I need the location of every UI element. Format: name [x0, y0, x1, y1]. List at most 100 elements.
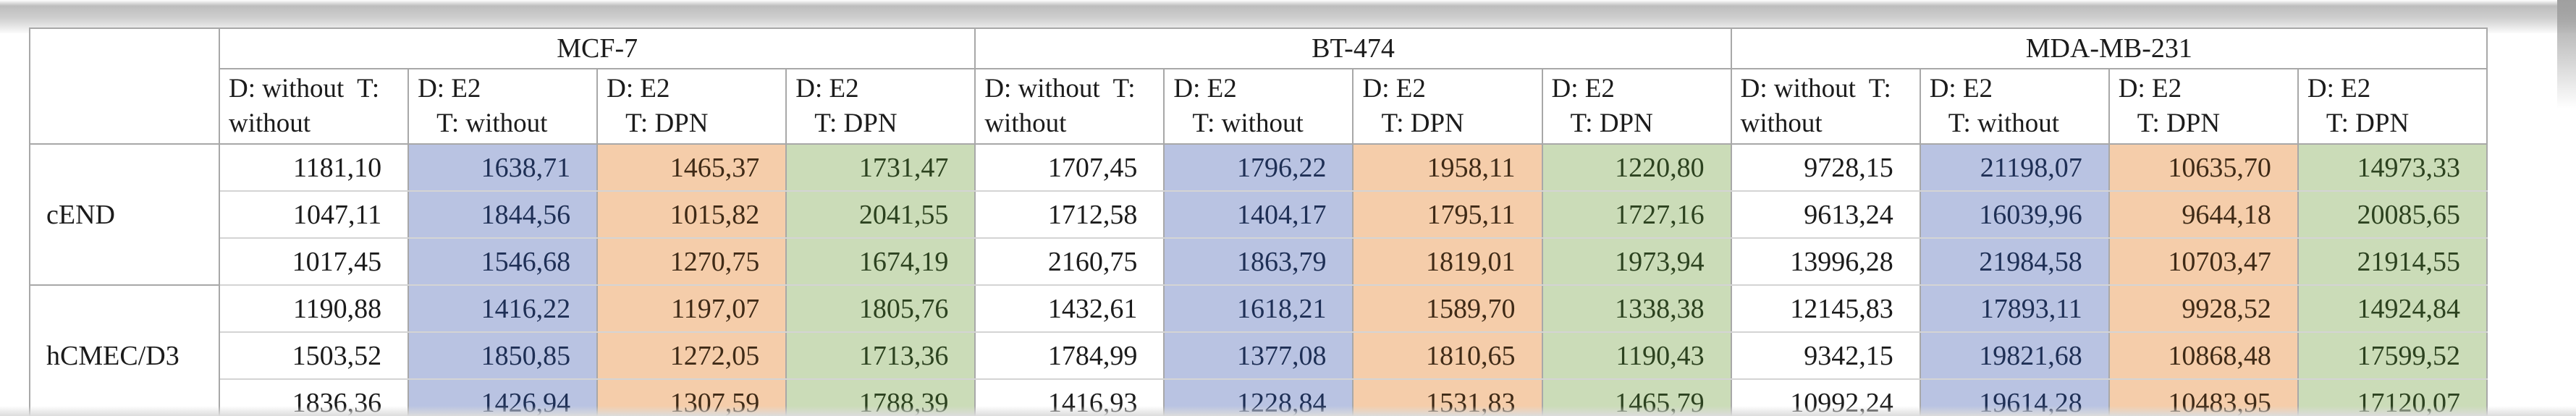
data-cell: 19821,68: [1919, 331, 2110, 380]
data-cell: 16039,96: [1919, 190, 2110, 239]
data-cell: 1727,16: [1541, 190, 1732, 239]
data-cell: 1197,07: [596, 284, 787, 333]
sub-header-line2: T: DPN: [625, 109, 709, 138]
sub-header-cell: D: E2 T: without: [1163, 68, 1354, 145]
data-cell: 1795,11: [1352, 190, 1543, 239]
page-bottom-shade: [0, 406, 2576, 416]
data-cell: 20085,65: [2297, 190, 2488, 239]
data-cell: 1850,85: [407, 331, 599, 380]
data-cell: 1017,45: [218, 237, 410, 286]
sub-header-line1: D: E2: [1362, 74, 1426, 103]
data-cell: 1844,56: [407, 190, 599, 239]
sub-header-line2: without: [1740, 109, 1823, 138]
sub-header-cell: D: E2 T: DPN: [2297, 68, 2488, 145]
sub-header-cell: D: E2 T: DPN: [1541, 68, 1732, 145]
group-header-mcf-7: MCF-7: [218, 27, 976, 69]
data-cell: 1863,79: [1163, 237, 1354, 286]
data-cell: 1181,10: [218, 143, 410, 192]
results-table: MCF-7 BT-474 MDA-MB-231 D: without T: withou…: [29, 27, 2488, 416]
data-cell: 9342,15: [1730, 331, 1921, 380]
corner-cell: [29, 27, 220, 145]
data-cell: 2041,55: [785, 190, 976, 239]
data-cell: 21198,07: [1919, 143, 2110, 192]
data-cell: 9928,52: [2108, 284, 2299, 333]
page-corner-shade: [2557, 0, 2576, 109]
sub-header-cell: D: E2 T: DPN: [596, 68, 787, 145]
data-cell: 2160,75: [974, 237, 1165, 286]
group-header-mda-mb-231: MDA-MB-231: [1730, 27, 2488, 69]
sub-header-cell: D: E2 T: DPN: [2108, 68, 2299, 145]
data-cell: 1377,08: [1163, 331, 1354, 380]
table-row: 1017,45 1546,68 1270,75 1674,19 2160,75 1863,…: [30, 237, 2488, 286]
data-cell: 14973,33: [2297, 143, 2488, 192]
data-cell: 1190,43: [1541, 331, 1732, 380]
data-cell: 1465,37: [596, 143, 787, 192]
data-cell: 10703,47: [2108, 237, 2299, 286]
data-cell: 1713,36: [785, 331, 976, 380]
data-cell: 1338,38: [1541, 284, 1732, 333]
data-cell: 1015,82: [596, 190, 787, 239]
data-cell: 1503,52: [218, 331, 410, 380]
data-cell: 10635,70: [2108, 143, 2299, 192]
sub-header-cell: D: without T: without: [218, 68, 410, 145]
table-row: 1503,52 1850,85 1272,05 1713,36 1784,99 1377,…: [30, 331, 2488, 380]
sub-header-line1: D: E2: [2307, 74, 2371, 103]
sub-header-line1: D: E2: [418, 74, 481, 103]
data-cell: 1819,01: [1352, 237, 1543, 286]
data-cell: 1220,80: [1541, 143, 1732, 192]
sub-header-line2: T: without: [436, 109, 548, 138]
sub-header-line2: T: DPN: [1570, 109, 1653, 138]
data-cell: 1416,22: [407, 284, 599, 333]
data-cell: 12145,83: [1730, 284, 1921, 333]
sub-header-line2: without: [229, 109, 311, 138]
data-cell: 1638,71: [407, 143, 599, 192]
table-row: cEND 1181,10 1638,71 1465,37 1731,47 1707,45 1…: [29, 143, 2488, 286]
sub-header-cell: D: E2 T: without: [407, 68, 599, 145]
sub-header-cell: D: without T: without: [1730, 68, 1921, 145]
data-cell: 1272,05: [596, 331, 787, 380]
data-cell: 9728,15: [1730, 143, 1921, 192]
data-cell: 1958,11: [1352, 143, 1543, 192]
sub-header-line1: D: without T:: [984, 74, 1136, 103]
data-cell: 9613,24: [1730, 190, 1921, 239]
table-row: hCMEC/D3 1190,88 1416,22 1197,07 1805,76 1432…: [29, 284, 2488, 416]
data-cell: 10868,48: [2108, 331, 2299, 380]
sub-header-line2: T: DPN: [1381, 109, 1464, 138]
data-cell: 1047,11: [218, 190, 410, 239]
sub-header-line1: D: E2: [2118, 74, 2182, 103]
data-cell: 1270,75: [596, 237, 787, 286]
sub-header-line2: T: without: [1192, 109, 1304, 138]
sub-header-line2: T: DPN: [814, 109, 898, 138]
data-cell: 13996,28: [1730, 237, 1921, 286]
data-cell: 1810,65: [1352, 331, 1543, 380]
data-cell: 1796,22: [1163, 143, 1354, 192]
data-cell: 1707,45: [974, 143, 1165, 192]
sub-header-line2: T: without: [1948, 109, 2060, 138]
data-cell: 1674,19: [785, 237, 976, 286]
sub-header-cell: D: without T: without: [974, 68, 1165, 145]
sub-header-line1: D: without T:: [1740, 74, 1891, 103]
sub-header-cell: D: E2 T: DPN: [1352, 68, 1543, 145]
results-table-body: cEND 1181,10 1638,71 1465,37 1731,47 1707,45 1…: [29, 143, 2488, 416]
data-cell: 1784,99: [974, 331, 1165, 380]
row-group-label-hcmec-d3: hCMEC/D3: [29, 284, 220, 416]
data-cell: 21984,58: [1919, 237, 2110, 286]
sub-header-cell: D: E2 T: DPN: [785, 68, 976, 145]
sub-header-line1: D: E2: [1551, 74, 1615, 103]
data-cell: 1973,94: [1541, 237, 1732, 286]
row-group-label-cend: cEND: [29, 143, 220, 286]
results-table-head: MCF-7 BT-474 MDA-MB-231 D: without T: withou…: [29, 27, 2488, 145]
table-row: 1047,11 1844,56 1015,82 2041,55 1712,58 1404,…: [30, 190, 2488, 239]
data-cell: 1432,61: [974, 284, 1165, 333]
sub-header-line1: D: E2: [795, 74, 859, 103]
data-cell: 1589,70: [1352, 284, 1543, 333]
sub-header-line1: D: without T:: [229, 74, 380, 103]
data-cell: 1618,21: [1163, 284, 1354, 333]
data-cell: 21914,55: [2297, 237, 2488, 286]
data-cell: 9644,18: [2108, 190, 2299, 239]
data-cell: 1546,68: [407, 237, 599, 286]
sub-header-line2: T: DPN: [2326, 109, 2410, 138]
sub-header-line2: T: DPN: [2137, 109, 2221, 138]
data-cell: 1404,17: [1163, 190, 1354, 239]
